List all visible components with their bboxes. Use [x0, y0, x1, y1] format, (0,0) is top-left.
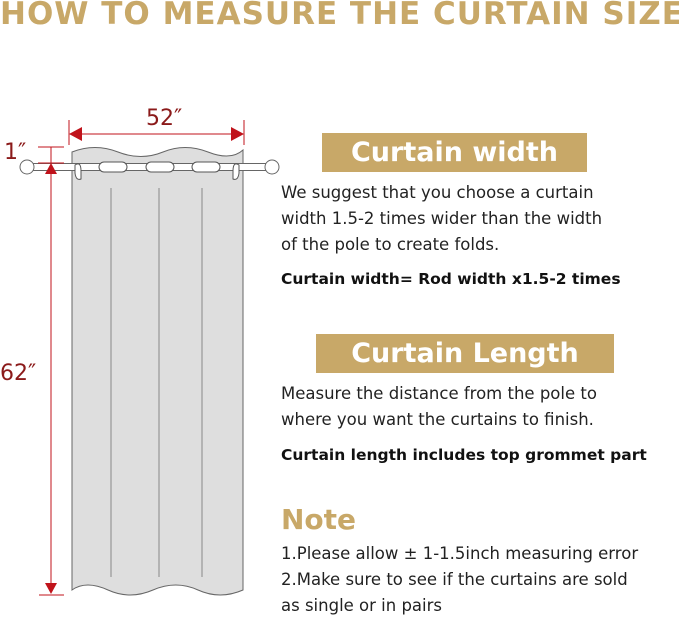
length-text-line: Measure the distance from the pole to	[281, 384, 597, 403]
note-line: 1.Please allow ± 1-1.5inch measuring err…	[281, 544, 639, 563]
width-text-line: width 1.5-2 times wider than the width	[281, 209, 603, 228]
note-line: as single or in pairs	[281, 596, 443, 615]
width-formula: Curtain width= Rod width x1.5-2 times	[281, 270, 621, 288]
page-title: HOW TO MEASURE THE CURTAIN SIZE	[0, 0, 679, 32]
length-text-line: where you want the curtains to finish.	[281, 410, 594, 429]
curtain-width-heading: Curtain width	[322, 133, 587, 172]
note-line: 2.Make sure to see if the curtains are s…	[281, 570, 628, 589]
rod-finial	[19, 159, 35, 175]
length-note: Curtain length includes top grommet part	[281, 446, 647, 464]
curtain-length-heading: Curtain Length	[316, 334, 614, 373]
curtain-panel	[71, 147, 244, 596]
grommets	[74, 161, 240, 180]
width-label: 52″	[146, 106, 183, 131]
width-text-line: of the pole to create folds.	[281, 235, 500, 254]
note-heading: Note	[281, 503, 357, 536]
header-label: 1″	[4, 140, 27, 165]
width-text-line: We suggest that you choose a curtain	[281, 183, 594, 202]
rod-finial	[264, 159, 280, 175]
width-dimension	[68, 120, 245, 145]
length-dimension	[38, 146, 64, 596]
curtain-diagram	[19, 120, 280, 596]
length-label: 62″	[0, 361, 37, 386]
